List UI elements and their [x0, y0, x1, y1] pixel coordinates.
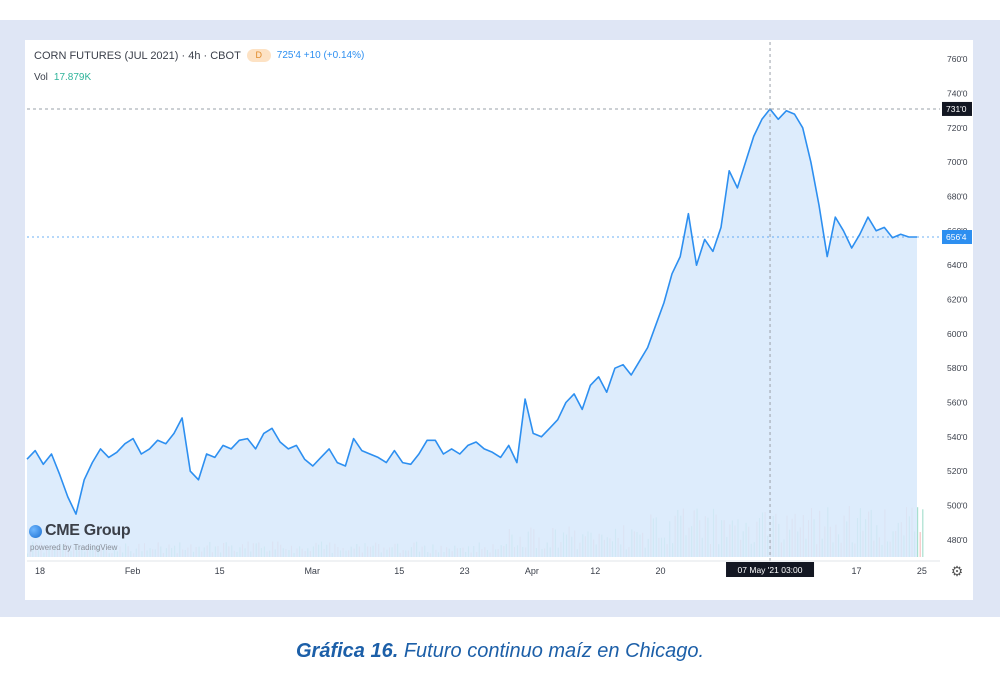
y-tick-label: 560'0: [947, 398, 968, 408]
cme-logo: CME Group: [29, 522, 131, 540]
x-tick-label: 12: [590, 566, 600, 576]
y-tick-label: 740'0: [947, 89, 968, 99]
y-tick-label: 500'0: [947, 501, 968, 511]
crosshair-price-box: [942, 101, 972, 116]
y-tick-label: 540'0: [947, 432, 968, 442]
y-tick-label: 720'0: [947, 123, 968, 133]
y-tick-label: 620'0: [947, 295, 968, 305]
x-tick-label: 15: [215, 566, 225, 576]
x-tick-label: Feb: [125, 566, 141, 576]
crosshair-date-box: [726, 562, 815, 577]
price-area: [27, 109, 917, 557]
symbol-title: CORN FUTURES (JUL 2021) · 4h · CBOT: [34, 49, 241, 62]
price-line: [26, 108, 917, 515]
brand-name: CME Group: [45, 522, 131, 539]
x-tick-label: 23: [460, 566, 470, 576]
last-price-box: [942, 230, 972, 245]
y-tick-label: 760'0: [947, 54, 968, 64]
powered-by: powered by TradingView: [30, 543, 118, 552]
y-tick-label: 680'0: [947, 192, 968, 202]
x-tick-label: 25: [917, 566, 927, 576]
volume-legend: Vol 17.879K: [34, 72, 91, 83]
y-tick-label: 640'0: [947, 260, 968, 270]
caption-label: Gráfica 16.: [295, 640, 399, 662]
crosshair-price-label: 731'0: [946, 104, 967, 114]
volume-bar: [917, 507, 919, 557]
volume-label: Vol: [34, 72, 48, 83]
interval-badge[interactable]: D: [246, 49, 271, 62]
x-tick-label: Mar: [304, 566, 320, 576]
volume-bar: [919, 532, 921, 557]
crosshair-date-label: 07 May '21 03:00: [738, 565, 803, 575]
globe-icon: [29, 524, 42, 538]
last-change: 725'4 +10 (+0.14%): [276, 50, 365, 61]
figure-caption: Gráfica 16. Futuro continuo maíz en Chic…: [0, 640, 1000, 663]
gear-icon[interactable]: ⚙: [950, 563, 964, 579]
x-tick-label: 15: [394, 566, 404, 576]
x-tick-label: 18: [35, 566, 45, 576]
y-tick-label: 520'0: [947, 466, 968, 476]
x-tick-label: 20: [656, 566, 666, 576]
y-tick-label: 480'0: [947, 535, 968, 545]
volume-bar: [922, 509, 924, 557]
y-tick-label: 580'0: [947, 363, 968, 373]
chart-legend: CORN FUTURES (JUL 2021) · 4h · CBOT D 72…: [34, 49, 364, 62]
caption-text: Futuro continuo maíz en Chicago.: [398, 640, 705, 662]
last-price-label: 656'4: [946, 232, 967, 242]
y-tick-label: 700'0: [947, 157, 968, 167]
y-tick-label: 600'0: [947, 329, 968, 339]
volume-value: 17.879K: [53, 72, 92, 83]
x-tick-label: 17: [852, 566, 862, 576]
x-tick-label: Apr: [525, 566, 539, 576]
